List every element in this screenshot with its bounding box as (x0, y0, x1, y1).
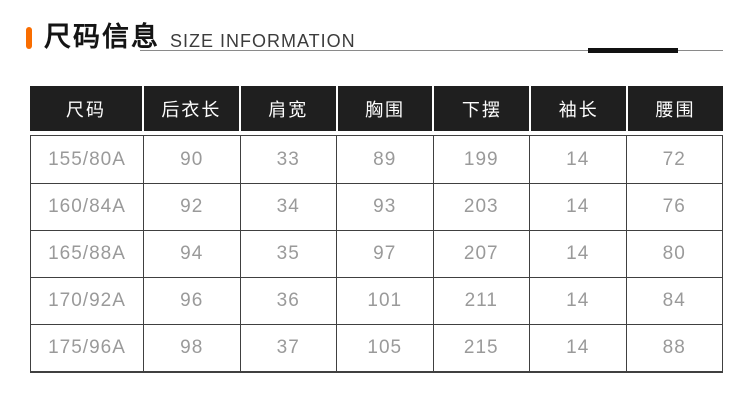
section-header: 尺码信息 SIZE INFORMATION (26, 24, 356, 51)
size-table-cell: 90 (144, 136, 241, 183)
size-table-cell: 14 (530, 184, 627, 230)
size-table-column-header: 腰围 (628, 86, 723, 131)
size-table-column-header: 肩宽 (240, 86, 338, 131)
section-title-en: SIZE INFORMATION (170, 30, 356, 51)
size-table-cell: 92 (144, 184, 241, 230)
size-table-cell: 14 (530, 278, 627, 324)
size-table-cell: 96 (144, 278, 241, 324)
size-table-cell: 211 (434, 278, 530, 324)
size-table-cell: 35 (241, 231, 337, 277)
size-table-size-cell: 155/80A (31, 136, 144, 183)
size-table-cell: 88 (662, 337, 686, 358)
size-table-cell: 101 (337, 278, 434, 324)
size-table: 尺码 后衣长 肩宽 胸围 下摆 袖长 腰围 155/80A 90 33 89 199 14 72 160/… (30, 86, 723, 373)
size-table-size-cell: 160/84A (31, 184, 144, 230)
size-table-cell: 199 (434, 136, 530, 183)
size-table-cell: 34 (241, 184, 337, 230)
size-table-column-header: 尺码 (30, 86, 144, 131)
size-table-cell: 37 (241, 325, 337, 371)
title-accent-bar-icon (26, 26, 32, 49)
size-table-cell: 97 (337, 231, 434, 277)
size-table-cell: 94 (144, 231, 241, 277)
size-table-column-header: 胸围 (337, 86, 435, 131)
size-table-cell: 14 (530, 325, 627, 371)
table-row: 155/80A 90 33 89 199 14 72 (31, 136, 722, 183)
size-table-body: 155/80A 90 33 89 199 14 72 160/84A 92 34 93 203 14 76… (30, 135, 723, 373)
size-table-column-header: 后衣长 (144, 86, 241, 131)
size-table-cell: 207 (434, 231, 530, 277)
section-title-cn: 尺码信息 (44, 22, 160, 52)
size-table-cell: 203 (434, 184, 530, 230)
header-rule-accent-segment (588, 48, 678, 53)
header-rule-line (140, 50, 723, 51)
size-table-size-cell: 175/96A (31, 325, 144, 371)
size-table-cell: 89 (337, 136, 434, 183)
size-table-cell: 93 (337, 184, 434, 230)
size-table-size-cell: 165/88A (31, 231, 144, 277)
size-table-cell: 33 (241, 136, 337, 183)
size-table-cell: 98 (144, 325, 241, 371)
size-table-cell: 84 (662, 290, 686, 311)
size-table-cell: 36 (241, 278, 337, 324)
size-table-cell: 14 (530, 231, 627, 277)
size-table-column-header: 袖长 (531, 86, 629, 131)
size-table-cell: 14 (530, 136, 627, 183)
size-table-cell: 215 (434, 325, 530, 371)
size-table-cell: 72 (662, 148, 686, 170)
size-table-column-header: 下摆 (434, 86, 532, 131)
table-row: 170/92A 96 36 101 211 14 84 (31, 277, 722, 324)
size-table-header-row: 尺码 后衣长 肩宽 胸围 下摆 袖长 腰围 (30, 86, 723, 131)
table-row: 165/88A 94 35 97 207 14 80 (31, 230, 722, 277)
size-table-cell: 76 (662, 196, 686, 217)
size-table-cell: 105 (337, 325, 434, 371)
table-row: 175/96A 98 37 105 215 14 88 (31, 324, 722, 371)
size-table-cell: 80 (662, 243, 686, 264)
size-table-size-cell: 170/92A (31, 278, 144, 324)
table-row: 160/84A 92 34 93 203 14 76 (31, 183, 722, 230)
